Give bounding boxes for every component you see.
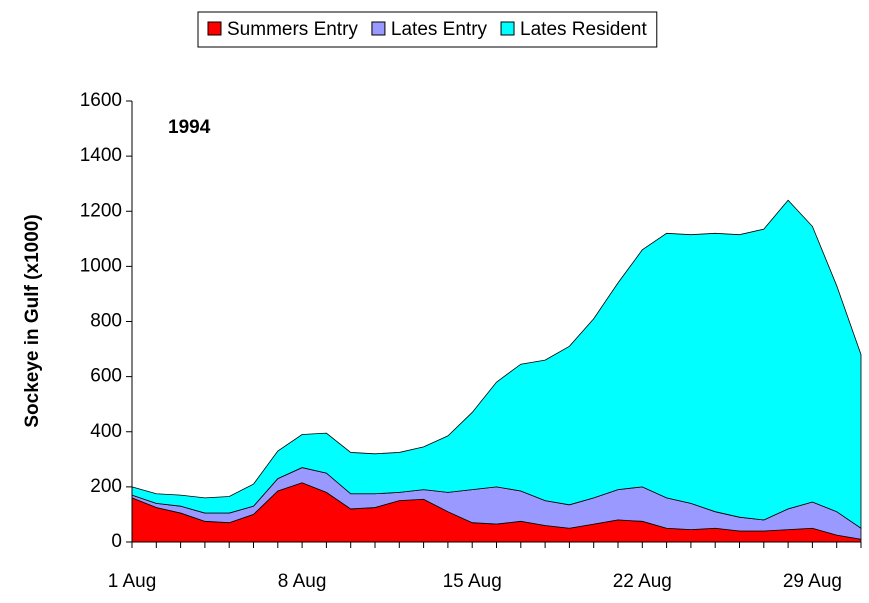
y-tick-label: 1600: [80, 90, 122, 111]
annotation: 1994: [168, 117, 211, 138]
y-tick-label: 400: [90, 421, 122, 442]
legend-swatch: [500, 21, 515, 36]
y-tick-label: 800: [90, 311, 122, 332]
area: [131, 199, 862, 529]
y-tick-label: 600: [90, 366, 122, 387]
y-tick-label: 1200: [80, 200, 122, 221]
y-tick-label: 1000: [80, 255, 122, 276]
x-tick-label: 29 Aug: [783, 571, 842, 592]
y-tick-label: 0: [111, 531, 122, 552]
y-tick-label: 1400: [80, 145, 122, 166]
legend-label: Lates Resident: [520, 19, 647, 40]
x-tick-label: 1 Aug: [108, 571, 157, 592]
y-tick-label: 200: [90, 476, 122, 497]
x-tick-label: 8 Aug: [278, 571, 327, 592]
legend-label: Summers Entry: [227, 19, 358, 40]
x-tick-label: 22 Aug: [613, 571, 672, 592]
legend-swatch: [371, 21, 386, 36]
x-tick-label: 15 Aug: [443, 571, 502, 592]
y-axis-title: Sockeye in Gulf (x1000): [22, 214, 43, 427]
legend: [197, 11, 658, 48]
legend-label: Lates Entry: [391, 19, 488, 40]
legend-swatch: [207, 21, 222, 36]
